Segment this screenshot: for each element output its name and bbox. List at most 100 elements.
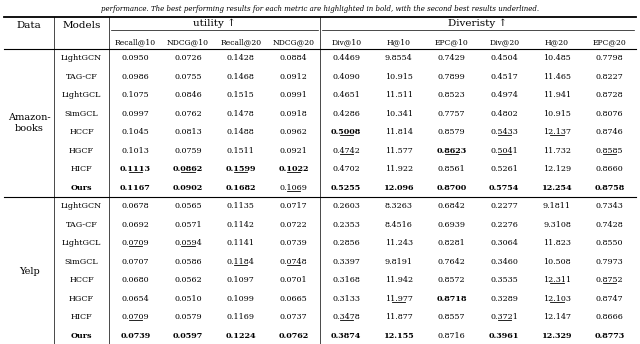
Text: 0.0762: 0.0762 (174, 110, 202, 118)
Text: Diveristy ↑: Diveristy ↑ (448, 18, 508, 28)
Text: 0.0997: 0.0997 (122, 110, 149, 118)
Text: LightGCL: LightGCL (62, 91, 101, 99)
Text: SimGCL: SimGCL (65, 110, 99, 118)
Text: 0.1599: 0.1599 (225, 165, 256, 173)
Text: 0.5008: 0.5008 (331, 128, 361, 136)
Text: 0.3535: 0.3535 (490, 276, 518, 284)
Text: 0.0722: 0.0722 (280, 221, 307, 229)
Text: 0.3168: 0.3168 (332, 276, 360, 284)
Text: 0.0986: 0.0986 (122, 73, 149, 81)
Text: 0.0739: 0.0739 (280, 239, 307, 247)
Text: HICF: HICF (70, 313, 92, 321)
Text: 0.0813: 0.0813 (174, 128, 202, 136)
Text: 11.977: 11.977 (385, 295, 413, 303)
Text: 0.1428: 0.1428 (227, 54, 255, 62)
Text: utility ↑: utility ↑ (193, 18, 236, 28)
Text: NDCG@20: NDCG@20 (273, 38, 314, 46)
Text: 12.155: 12.155 (383, 332, 414, 340)
Text: Recall@20: Recall@20 (220, 38, 261, 46)
Text: 0.4090: 0.4090 (332, 73, 360, 81)
Text: 0.8227: 0.8227 (596, 73, 623, 81)
Text: 0.0692: 0.0692 (122, 221, 149, 229)
Text: 11.922: 11.922 (385, 165, 413, 173)
Text: H@10: H@10 (387, 38, 411, 46)
Text: 0.0594: 0.0594 (174, 239, 202, 247)
Text: 0.0726: 0.0726 (174, 54, 202, 62)
Text: 0.1682: 0.1682 (225, 184, 256, 192)
Text: 0.8752: 0.8752 (596, 276, 623, 284)
Text: LightGCL: LightGCL (62, 239, 101, 247)
Text: 0.8758: 0.8758 (595, 184, 625, 192)
Text: 0.3874: 0.3874 (331, 332, 362, 340)
Text: 0.0759: 0.0759 (174, 147, 202, 155)
Text: EPC@10: EPC@10 (435, 38, 468, 46)
Text: 0.1515: 0.1515 (227, 91, 255, 99)
Text: 0.4802: 0.4802 (490, 110, 518, 118)
Text: 0.8557: 0.8557 (438, 313, 465, 321)
Text: 0.3478: 0.3478 (332, 313, 360, 321)
Text: 0.1097: 0.1097 (227, 276, 255, 284)
Text: 0.8585: 0.8585 (596, 147, 623, 155)
Text: 0.0654: 0.0654 (122, 295, 149, 303)
Text: LightGCN: LightGCN (61, 202, 102, 210)
Text: 0.7642: 0.7642 (438, 258, 465, 266)
Text: 0.0846: 0.0846 (174, 91, 202, 99)
Text: 0.8572: 0.8572 (438, 276, 465, 284)
Text: HCCF: HCCF (69, 128, 94, 136)
Text: Div@20: Div@20 (489, 38, 519, 46)
Text: 0.0902: 0.0902 (173, 184, 203, 192)
Text: 0.3289: 0.3289 (490, 295, 518, 303)
Text: 11.941: 11.941 (543, 91, 571, 99)
Text: HICF: HICF (70, 165, 92, 173)
Text: 0.0950: 0.0950 (122, 54, 149, 62)
Text: Ours: Ours (71, 184, 92, 192)
Text: HCCF: HCCF (69, 276, 94, 284)
Text: 12.329: 12.329 (541, 332, 572, 340)
Text: Models: Models (62, 21, 100, 31)
Text: 0.3721: 0.3721 (490, 313, 518, 321)
Text: 0.0717: 0.0717 (280, 202, 307, 210)
Text: 11.814: 11.814 (385, 128, 413, 136)
Text: 0.0918: 0.0918 (280, 110, 307, 118)
Text: NDCG@10: NDCG@10 (167, 38, 209, 46)
Text: LightGCN: LightGCN (61, 54, 102, 62)
Text: 0.7343: 0.7343 (596, 202, 623, 210)
Text: 0.8561: 0.8561 (438, 165, 465, 173)
Text: 0.1135: 0.1135 (227, 202, 255, 210)
Text: Ours: Ours (71, 332, 92, 340)
Text: 0.4651: 0.4651 (332, 91, 360, 99)
Text: 0.8523: 0.8523 (438, 91, 465, 99)
Text: 0.0739: 0.0739 (120, 332, 150, 340)
Text: 9.1811: 9.1811 (543, 202, 571, 210)
Text: 0.1184: 0.1184 (227, 258, 255, 266)
Text: 0.0680: 0.0680 (122, 276, 149, 284)
Text: 0.0862: 0.0862 (173, 165, 203, 173)
Text: 0.1141: 0.1141 (227, 239, 255, 247)
Text: 0.0565: 0.0565 (174, 202, 202, 210)
Text: 0.0748: 0.0748 (280, 258, 307, 266)
Text: 0.4742: 0.4742 (332, 147, 360, 155)
Text: 0.0707: 0.0707 (122, 258, 149, 266)
Text: 0.8700: 0.8700 (436, 184, 467, 192)
Text: 0.1468: 0.1468 (227, 73, 255, 81)
Text: 0.5255: 0.5255 (331, 184, 361, 192)
Text: 0.0762: 0.0762 (278, 332, 308, 340)
Text: 0.0709: 0.0709 (122, 239, 149, 247)
Text: 12.096: 12.096 (383, 184, 414, 192)
Text: 0.0912: 0.0912 (280, 73, 307, 81)
Text: 0.8666: 0.8666 (596, 313, 623, 321)
Text: 0.4504: 0.4504 (490, 54, 518, 62)
Text: 0.1045: 0.1045 (122, 128, 149, 136)
Text: 0.8718: 0.8718 (436, 295, 467, 303)
Text: 0.3133: 0.3133 (332, 295, 360, 303)
Text: 0.0991: 0.0991 (280, 91, 307, 99)
Text: 0.1142: 0.1142 (227, 221, 255, 229)
Text: 0.1511: 0.1511 (227, 147, 255, 155)
Text: 0.5261: 0.5261 (490, 165, 518, 173)
Text: 0.1075: 0.1075 (122, 91, 149, 99)
Text: 0.0571: 0.0571 (174, 221, 202, 229)
Text: 0.0737: 0.0737 (280, 313, 307, 321)
Text: 0.8728: 0.8728 (596, 91, 623, 99)
Text: 0.0884: 0.0884 (280, 54, 307, 62)
Text: 0.0510: 0.0510 (174, 295, 202, 303)
